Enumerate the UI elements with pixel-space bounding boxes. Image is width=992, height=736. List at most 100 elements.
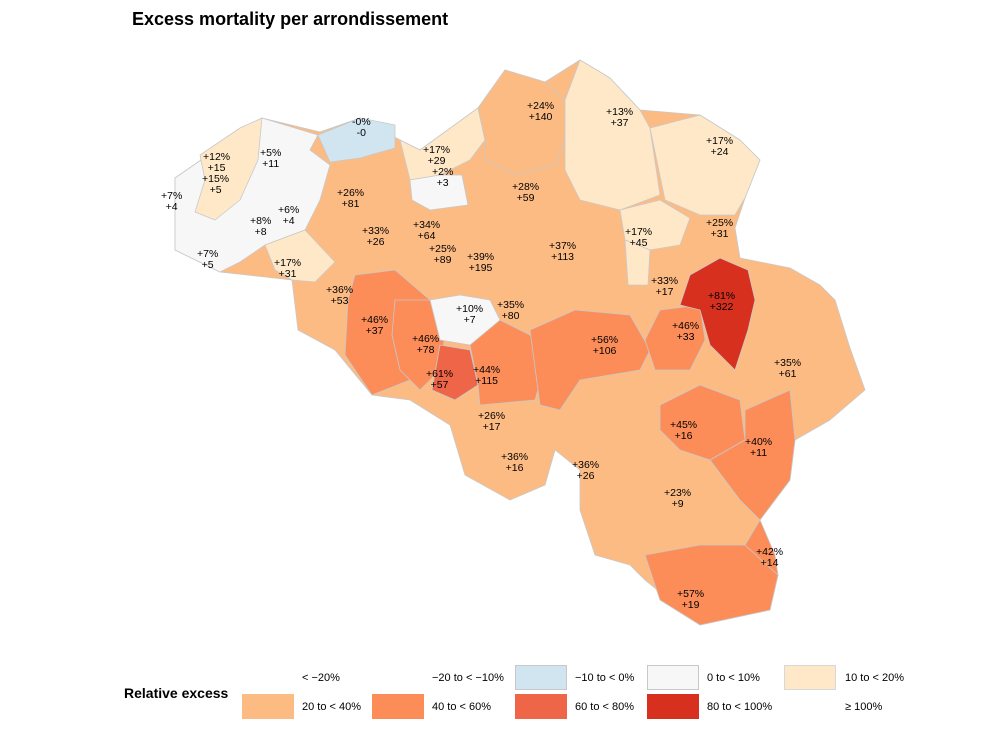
region-tongeren-w <box>624 239 651 286</box>
legend-label: < −20% <box>302 672 340 684</box>
legend-label: 80 to < 100% <box>707 701 773 713</box>
region-count: +322 <box>709 301 734 313</box>
region-label: +2% +3 <box>432 167 453 189</box>
region-pct: +46% <box>412 333 440 345</box>
region-pct: +81% <box>708 290 736 302</box>
region-veurne <box>194 117 263 221</box>
region-count: +15 <box>207 162 226 174</box>
region-ieper <box>264 229 336 283</box>
region-label: +39% +195 <box>467 252 494 274</box>
region-pct: +12% <box>203 151 231 163</box>
region-count: +31 <box>278 268 297 280</box>
legend-swatch <box>515 694 567 719</box>
region-verviers <box>679 257 756 371</box>
region-pct: +39% <box>467 251 495 263</box>
region-label: +6% +4 <box>278 205 299 227</box>
region-label: +23% +9 <box>664 488 691 510</box>
region-pct: +45% <box>670 419 698 431</box>
region-pct: +26% <box>478 410 506 422</box>
legend-label: 0 to < 10% <box>707 672 760 684</box>
region-label: +36% +16 <box>501 452 528 474</box>
region-pct: +36% <box>326 284 354 296</box>
region-nivelles <box>429 294 501 346</box>
region-count: +14 <box>760 557 779 569</box>
region-label: +34% +64 <box>413 220 440 242</box>
region-label: +33% +17 <box>651 276 678 298</box>
region-pct: +35% <box>497 299 525 311</box>
region-pct: +36% <box>501 451 529 463</box>
legend-swatch <box>242 694 294 719</box>
region-label: +26% +17 <box>478 411 505 433</box>
region-pct: +7% <box>197 248 219 260</box>
region-count: +16 <box>505 462 524 474</box>
region-count: +11 <box>750 447 768 459</box>
region-pct: +17% <box>274 257 302 269</box>
region-count: +78 <box>416 344 435 356</box>
region-label: -0% -0 <box>352 117 371 139</box>
region-count: +11 <box>262 158 280 170</box>
region-count: +16 <box>674 430 693 442</box>
region-pct: +23% <box>664 487 692 499</box>
region-label: +7% +4 <box>161 191 182 213</box>
legend-swatch <box>647 694 699 719</box>
map-title: Excess mortality per arrondissement <box>132 9 449 29</box>
region-count: +80 <box>501 310 520 322</box>
region-label: +44% +115 <box>473 365 500 387</box>
region-pct: +6% <box>278 204 300 216</box>
region-brugge <box>317 117 396 163</box>
region-maaseik <box>649 114 761 216</box>
legend-title: Relative excess <box>124 685 229 701</box>
region-label: +57% +19 <box>677 589 704 611</box>
legend-label: −10 to < 0% <box>575 672 635 684</box>
legend-swatch <box>647 665 699 690</box>
region-pct: +34% <box>413 219 441 231</box>
region-label: +17% +45 <box>625 227 652 249</box>
region-virton <box>644 544 779 626</box>
region-label: +25% +31 <box>706 218 733 240</box>
region-label: +26% +81 <box>337 188 364 210</box>
region-label: +15% +5 <box>202 174 229 196</box>
region-count: +5 <box>209 184 222 196</box>
region-pct: +15% <box>202 173 230 185</box>
region-pct: +25% <box>429 243 457 255</box>
region-label: +17% +24 <box>706 136 733 158</box>
region-label: +7% +5 <box>197 249 218 271</box>
legend-swatch <box>784 665 836 690</box>
region-label: +37% +113 <box>549 241 576 263</box>
region-count: +8 <box>254 226 267 238</box>
region-label: +36% +53 <box>326 285 353 307</box>
region-count: +37 <box>365 325 384 337</box>
legend-swatch <box>372 694 424 719</box>
region-label: +25% +89 <box>429 244 456 266</box>
region-pct: +25% <box>706 217 734 229</box>
region-label: +35% +61 <box>774 358 801 380</box>
region-pct: +36% <box>572 459 600 471</box>
region-count: +53 <box>330 295 349 307</box>
region-count: +3 <box>436 177 449 189</box>
region-pct: +17% <box>625 226 653 238</box>
region-pct: +40% <box>745 436 773 448</box>
region-count: +113 <box>551 251 575 263</box>
region-gent-north <box>409 174 469 211</box>
region-label: +13% +37 <box>606 107 633 129</box>
region-count: +106 <box>592 345 617 357</box>
legend-label: −20 to < −10% <box>432 672 504 684</box>
region-count: +19 <box>681 599 700 611</box>
region-label: +5% +11 <box>260 148 281 170</box>
legend-label: ≥ 100% <box>845 701 883 713</box>
region-count: +26 <box>576 470 595 482</box>
region-label: +10% +7 <box>456 304 483 326</box>
region-count: +140 <box>528 111 553 123</box>
region-count: +37 <box>610 117 629 129</box>
region-pct: +57% <box>677 588 705 600</box>
region-pct: +44% <box>473 364 501 376</box>
legend-label: 10 to < 20% <box>845 672 905 684</box>
legend-swatch <box>515 665 567 690</box>
region-count: -0 <box>356 127 367 139</box>
region-count: +29 <box>427 155 446 167</box>
region-pct: +35% <box>774 357 802 369</box>
region-count: +57 <box>430 379 449 391</box>
region-label: +81% +322 <box>708 291 735 313</box>
region-count: +45 <box>629 237 648 249</box>
